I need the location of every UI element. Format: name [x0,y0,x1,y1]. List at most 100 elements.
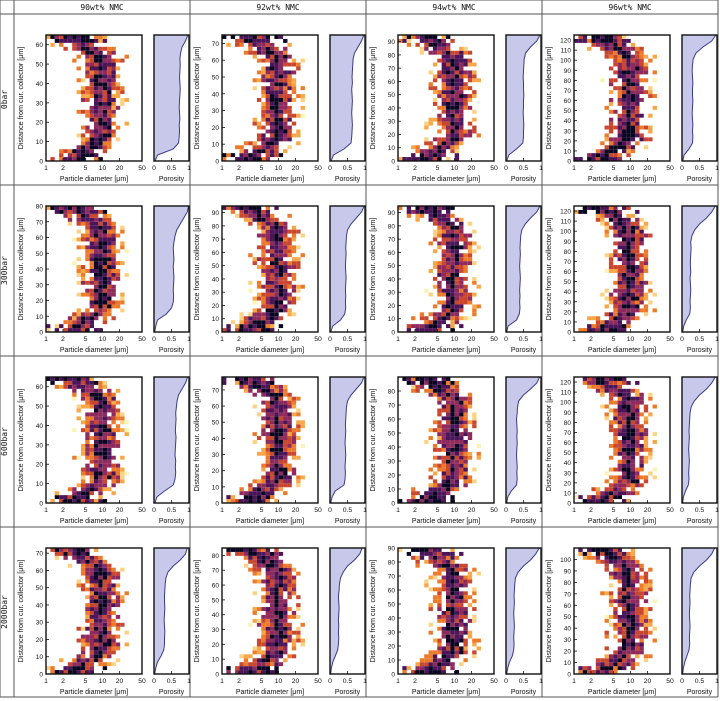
heatmap-cell [107,475,112,480]
heatmap-cell [613,634,618,639]
heatmap-cell [278,626,284,631]
heatmap-cell [89,436,94,440]
heatmap-cell [278,233,284,238]
heatmap-cell [463,412,468,417]
heatmap-cell [76,245,81,250]
heatmap-cell [441,265,446,269]
heatmap-cell [278,221,284,226]
heatmap-cell [265,614,270,619]
y-tick-label: 0 [391,501,395,508]
heatmap-cell [450,396,455,401]
heatmap-cell [622,125,627,130]
heatmap-cell [94,70,99,75]
heatmap-cell [648,392,653,397]
heatmap-cell [107,583,112,588]
heatmap-cell [94,86,99,91]
panel [221,547,366,675]
heatmap-cell [102,662,108,667]
heatmap-cell [107,618,112,623]
heatmap-cell [89,265,94,269]
heatmap-cell [278,440,284,444]
heatmap-cell [432,650,438,655]
heatmap-cell [613,622,618,627]
heatmap-cell [274,225,279,230]
heatmap-cell [80,548,86,552]
heatmap-cell [107,471,112,476]
heatmap-cell [243,320,249,325]
heatmap-cell [261,233,266,238]
heatmap-cell [274,611,279,615]
heatmap-cell [635,296,640,301]
heatmap-cell [283,237,288,242]
heatmap-cell [94,237,99,242]
heatmap-cell [626,630,631,635]
heatmap-cell [115,82,121,87]
heatmap-cell [89,607,94,611]
porosity-line [682,34,717,162]
heatmap-cell [252,563,257,568]
heatmap-cell [274,591,279,596]
heatmap-cell [467,129,473,134]
heatmap-cell [454,237,460,242]
heatmap-cell [261,483,266,488]
y-tick-label: 80 [388,223,396,230]
heatmap-cell [256,292,262,297]
heatmap-cell [608,595,614,600]
heatmap-cell [622,658,627,663]
heatmap-cell [446,392,451,397]
heatmap-cell [454,229,460,234]
heatmap-cell [441,408,446,413]
heatmap-cell [102,440,108,444]
heatmap-cell [76,579,81,584]
heatmap-cell [454,432,460,437]
heatmap-cell [102,618,108,623]
heatmap-cell [274,54,279,59]
heatmap-cell [424,324,429,329]
heatmap-cell [635,284,640,289]
heatmap-cell [450,253,455,258]
heatmap-cell [85,563,90,568]
heatmap-cell [454,595,460,600]
x-tick-label: 1 [220,165,224,172]
heatmap-cell [626,611,631,615]
heatmap-cell [98,101,103,106]
heatmap-cell [630,630,636,635]
y-tick-label: 10 [564,319,572,326]
heatmap-cell [622,432,627,437]
heatmap-cell [450,548,455,552]
x-tick-label: 5 [436,678,440,685]
heatmap-cell [287,145,292,150]
heatmap-cell [622,284,627,289]
heatmap-cell [80,670,86,674]
x-tick-label: 20 [644,507,652,514]
heatmap-cell [98,396,103,401]
heatmap-cell [600,324,605,329]
heatmap-cell [248,206,253,210]
heatmap-cell [261,642,266,647]
heatmap-cell [270,229,275,234]
heatmap-cell [278,575,284,580]
panel [221,205,366,333]
heatmap-cell [635,479,640,484]
heatmap-cell [402,38,407,43]
heatmap-cell [111,261,116,266]
heatmap-cell [291,451,297,456]
heatmap-cell [630,440,636,444]
heatmap-cell [111,82,116,87]
heatmap-cell [432,38,438,43]
heatmap-cell [67,316,73,321]
heatmap-cell [287,98,292,102]
heatmap-cell [639,66,644,71]
heatmap-cell [604,563,609,568]
heatmap-cell [85,316,90,321]
heatmap-cell [89,113,94,118]
heatmap-cell [274,233,279,238]
heatmap-cell [300,622,305,627]
heatmap-cell [450,666,455,671]
heatmap-cell [617,38,622,43]
heatmap-cell [437,280,442,285]
heatmap-cell [622,117,627,122]
heatmap-cell [89,491,94,496]
heatmap-cell [274,471,279,476]
heatmap-cell [265,284,270,289]
